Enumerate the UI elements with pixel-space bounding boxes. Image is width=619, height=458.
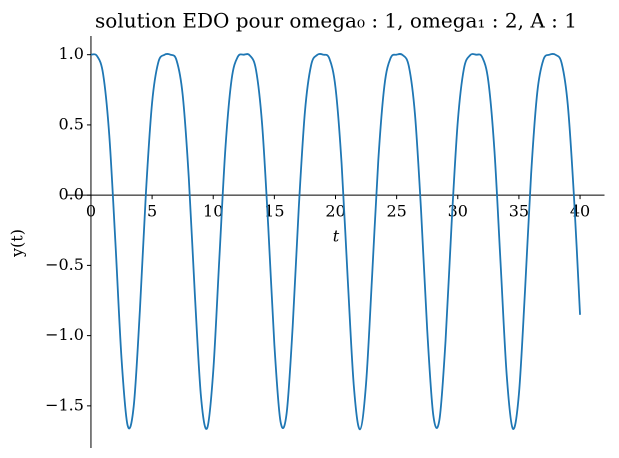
x-axis-label: t bbox=[333, 227, 340, 246]
x-tick-label: 10 bbox=[203, 202, 223, 221]
x-tick-label: 5 bbox=[147, 202, 157, 221]
y-tick-label: 1.0 bbox=[59, 44, 84, 63]
x-tick-label: 0 bbox=[86, 202, 96, 221]
x-tick-label: 15 bbox=[264, 202, 284, 221]
data-line bbox=[90, 52, 581, 431]
y-tick-label: 0.0 bbox=[59, 185, 84, 204]
chart-title: solution EDO pour omega₀ : 1, omega₁ : 2… bbox=[95, 9, 577, 33]
y-tick-label: −1.0 bbox=[45, 325, 84, 344]
y-tick-label: 0.5 bbox=[59, 114, 84, 133]
x-tick-label: 30 bbox=[448, 202, 468, 221]
x-tick-label: 25 bbox=[386, 202, 406, 221]
x-tick-label: 20 bbox=[325, 202, 345, 221]
y-axis-label: y(t) bbox=[8, 229, 27, 258]
x-tick-label: 35 bbox=[509, 202, 529, 221]
y-tick-label: −0.5 bbox=[45, 255, 84, 274]
y-tick-label: −1.5 bbox=[45, 395, 84, 414]
x-tick-label: 40 bbox=[570, 202, 590, 221]
